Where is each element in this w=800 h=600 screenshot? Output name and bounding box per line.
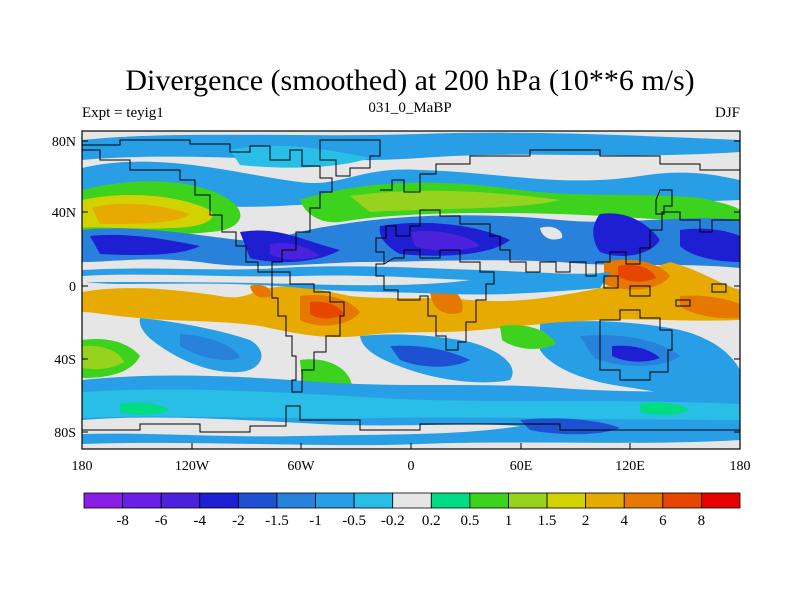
contour-blob <box>680 228 740 262</box>
x-axis: 180 120W 60W 0 60E 120E 180 <box>72 443 751 474</box>
x-tick-label: 60W <box>287 459 315 474</box>
figure-title: Divergence (smoothed) at 200 hPa (10**6 … <box>125 64 694 97</box>
y-tick-label: 40S <box>54 353 76 368</box>
colorbar-swatch <box>353 492 394 509</box>
contour-blob <box>310 301 344 319</box>
colorbar: -8 -6 -4 -2 -1.5 -1 -0.5 -0.2 0.2 0.5 1 1.5 2 4 6 8 <box>83 492 741 529</box>
colorbar-swatch <box>392 492 432 509</box>
colorbar-label: -0.5 <box>342 513 366 529</box>
x-tick-label: 0 <box>408 459 415 474</box>
contour-blob <box>680 295 740 319</box>
coastlines <box>82 139 740 433</box>
colorbar-swatch <box>430 492 471 509</box>
colorbar-label: 1 <box>505 513 513 529</box>
colorbar-label: -8 <box>116 513 129 529</box>
colorbar-label: 0.5 <box>461 513 480 529</box>
colorbar-label: 1.5 <box>538 513 557 529</box>
coastline-japan <box>655 189 673 215</box>
coastline-africa <box>375 249 495 351</box>
contour-blob <box>618 264 656 282</box>
coastline-south-america <box>271 271 345 393</box>
contour-blob <box>250 284 272 298</box>
coastline-islands <box>603 275 727 307</box>
colorbar-swatch <box>469 492 509 509</box>
contour-blob <box>180 334 240 361</box>
colorbar-swatch <box>662 492 702 509</box>
coastline-europe-asia <box>380 149 740 193</box>
colorbar-swatch <box>160 492 201 509</box>
contour-blob <box>90 234 200 256</box>
contour-blob <box>500 325 556 349</box>
colorbar-swatch <box>315 492 355 509</box>
coastline-antarctica <box>82 405 740 433</box>
colorbar-label: -0.2 <box>381 513 405 529</box>
season-label: DJF <box>715 105 740 121</box>
colorbar-label: -1 <box>309 513 322 529</box>
colorbar-label: 8 <box>698 513 706 529</box>
x-tick-label: 120W <box>175 459 210 474</box>
y-axis: 80N 40N 0 40S 80S <box>52 135 740 441</box>
colorbar-label: 0.2 <box>422 513 441 529</box>
colorbar-swatch <box>508 492 548 509</box>
contour-blob <box>82 389 740 420</box>
colorbar-label: 2 <box>582 513 590 529</box>
contour-blob <box>350 190 560 212</box>
coastline-greenland <box>319 139 381 177</box>
colorbar-swatch <box>122 492 162 509</box>
colorbar-swatch <box>199 492 239 509</box>
x-tick-label: 60E <box>510 459 533 474</box>
colorbar-label: 4 <box>620 513 628 529</box>
y-tick-label: 0 <box>69 280 76 295</box>
y-tick-label: 80S <box>54 426 76 441</box>
contour-blob <box>593 213 660 256</box>
contour-blob <box>612 345 660 362</box>
contour-blob <box>120 402 170 415</box>
coastline-north-america <box>82 139 333 273</box>
colorbar-label: -4 <box>194 513 207 529</box>
contour-blob <box>640 402 690 415</box>
contour-blob <box>82 345 124 370</box>
colorbar-label: -6 <box>155 513 168 529</box>
contour-blob <box>390 345 470 367</box>
contour-blob <box>410 230 480 251</box>
coastline-australia <box>599 309 673 381</box>
y-tick-label: 40N <box>52 206 76 221</box>
colorbar-swatch <box>276 492 316 509</box>
colorbar-swatch <box>237 492 278 509</box>
contour-blob <box>230 145 370 168</box>
x-tick-label: 180 <box>730 459 751 474</box>
contour-blob <box>82 417 520 437</box>
coastline-asia-south <box>375 209 740 277</box>
colorbar-label: -1.5 <box>265 513 289 529</box>
x-tick-label: 120E <box>615 459 645 474</box>
time-label: 031_0_MaBP <box>368 100 451 116</box>
colorbar-swatch <box>585 492 625 509</box>
contour-blob <box>540 226 563 240</box>
contour-blob <box>92 203 190 224</box>
contour-blob <box>82 274 470 286</box>
colorbar-label: -2 <box>232 513 245 529</box>
x-tick-label: 180 <box>72 459 93 474</box>
experiment-label: Expt = teyig1 <box>82 105 164 121</box>
colorbar-swatch <box>623 492 664 509</box>
colorbar-label: 6 <box>659 513 667 529</box>
colorbar-swatch <box>83 492 123 509</box>
colorbar-swatch <box>701 492 741 509</box>
colorbar-swatch <box>546 492 587 509</box>
divergence-field <box>82 131 740 449</box>
y-tick-label: 80N <box>52 135 76 150</box>
